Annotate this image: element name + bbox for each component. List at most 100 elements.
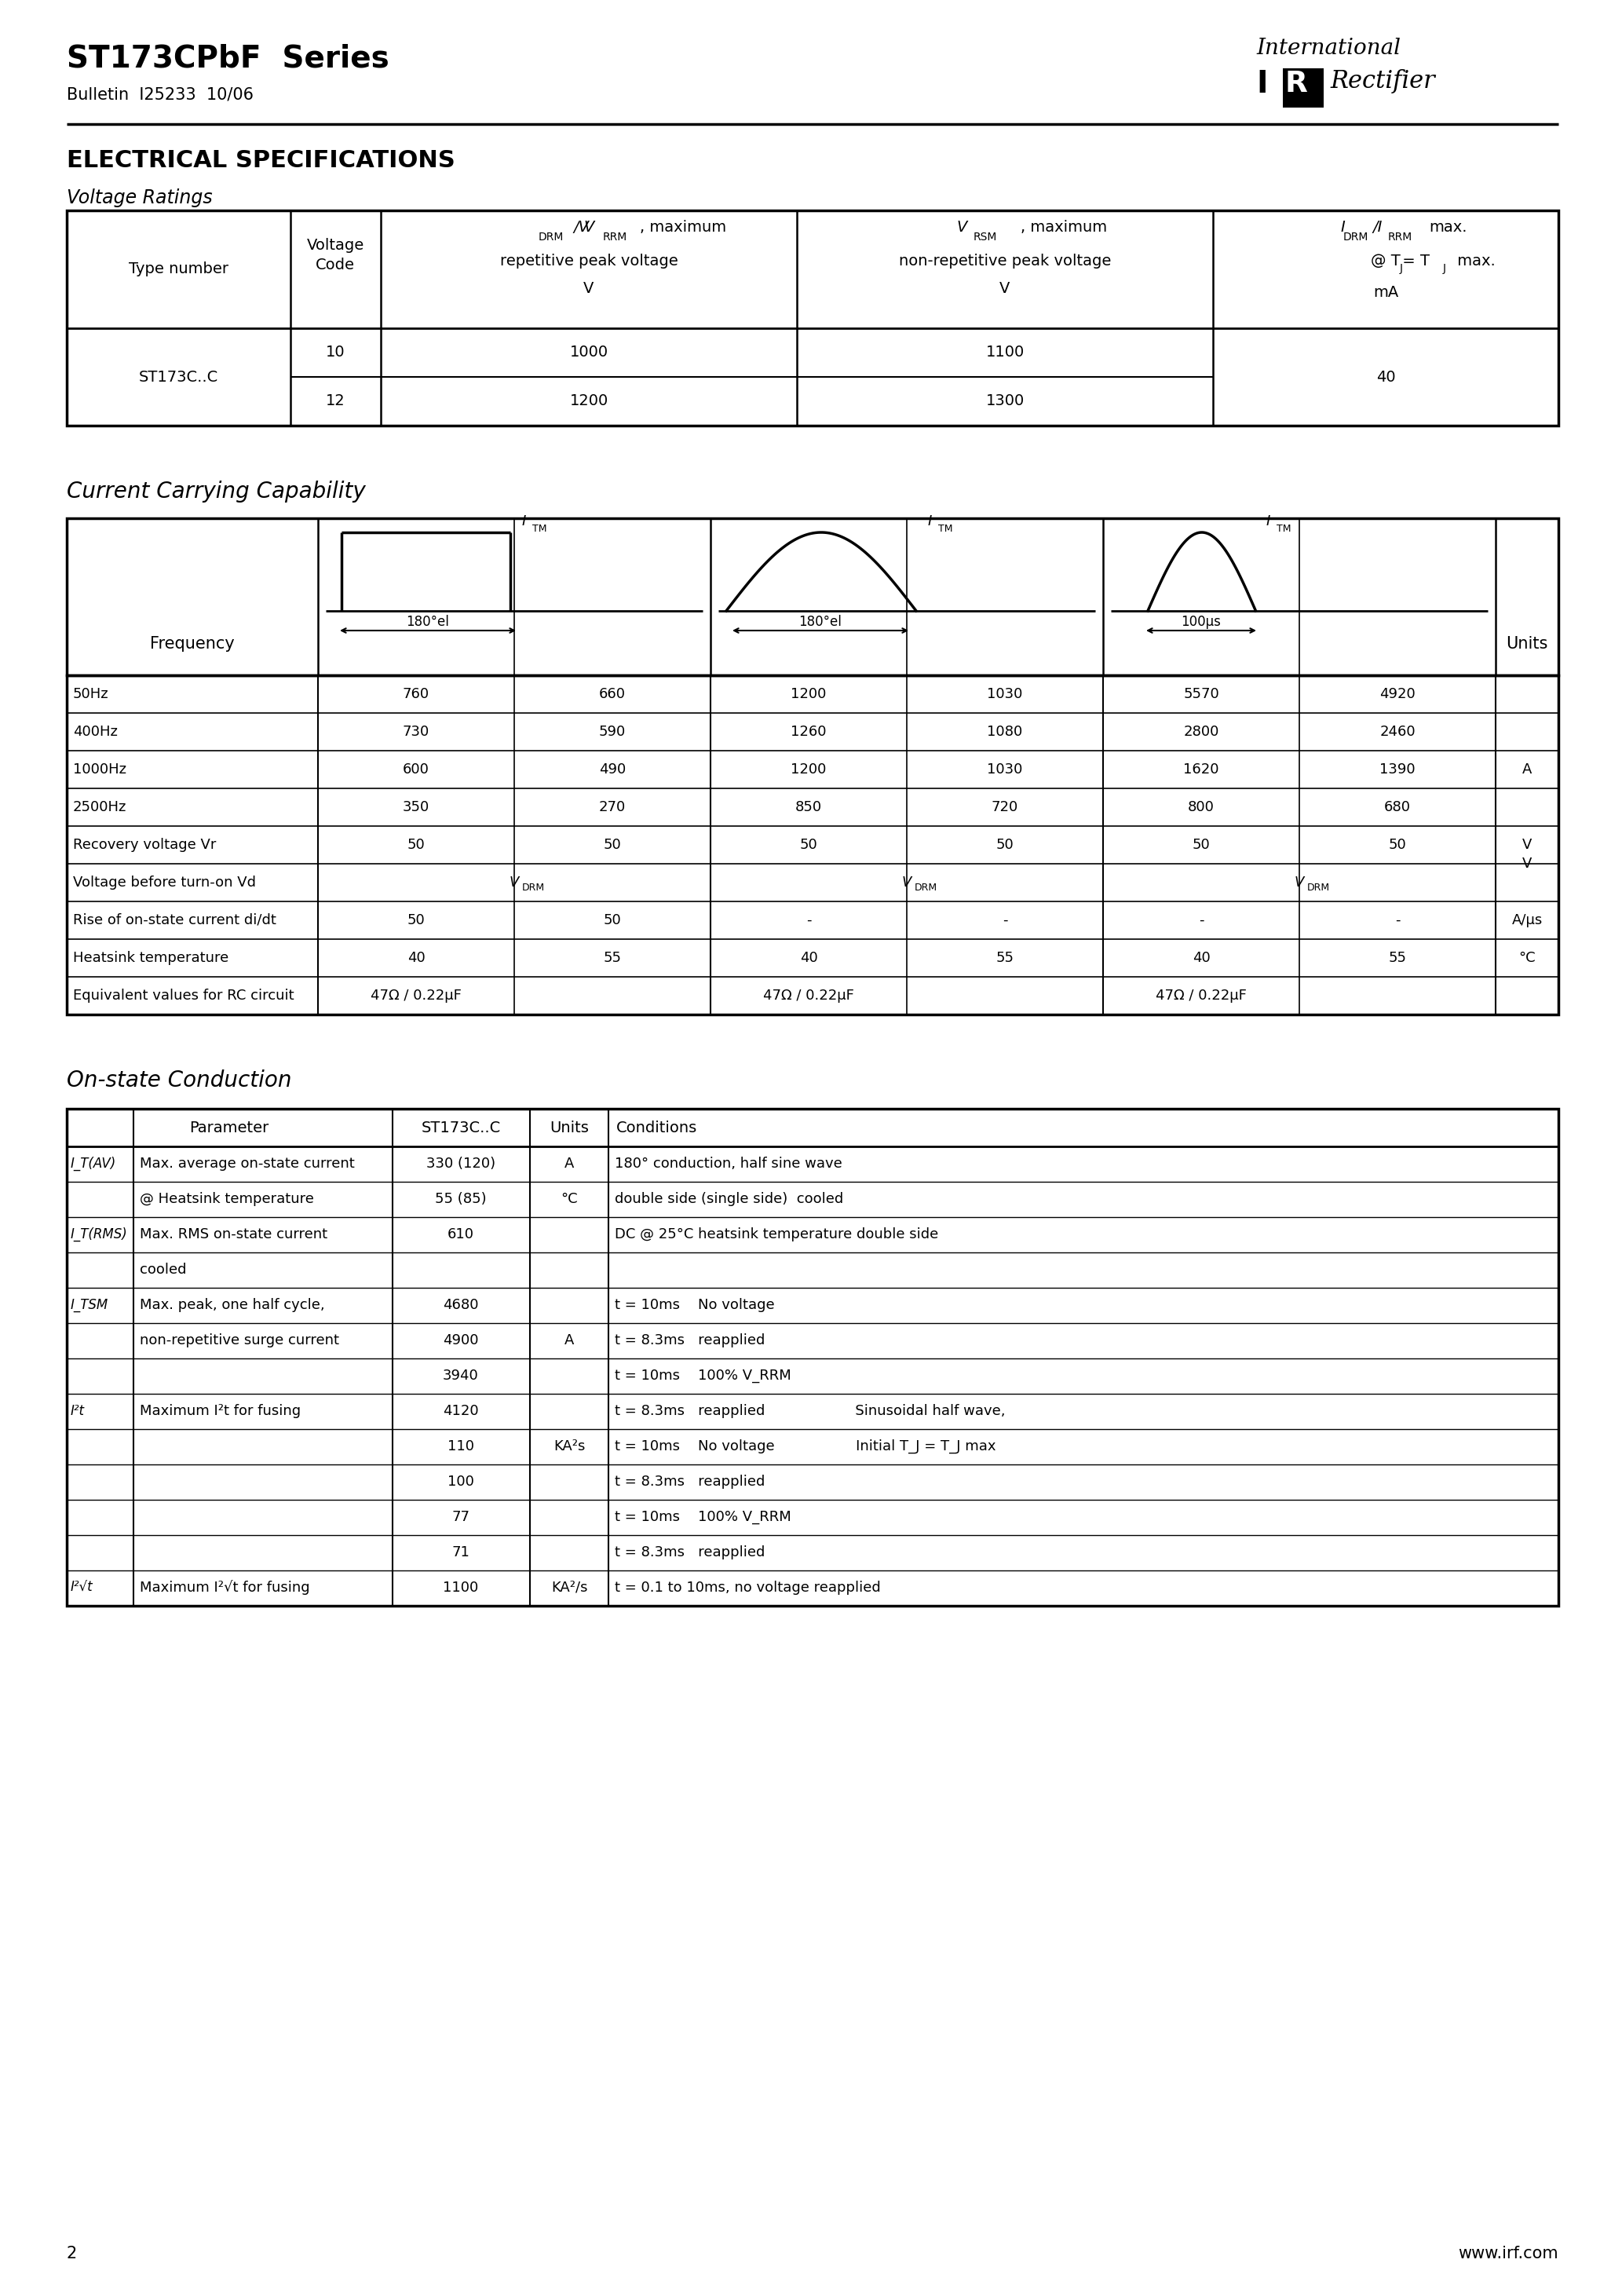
Text: www.irf.com: www.irf.com [1458, 2245, 1559, 2262]
Text: 100: 100 [448, 1474, 474, 1488]
Text: 350: 350 [402, 799, 430, 815]
Text: t = 10ms    100% V_RRM: t = 10ms 100% V_RRM [615, 1511, 792, 1525]
Text: 180° conduction, half sine wave: 180° conduction, half sine wave [615, 1157, 842, 1171]
Text: = T: = T [1397, 253, 1429, 269]
Text: Frequency: Frequency [151, 636, 235, 652]
Text: Equivalent values for RC circuit: Equivalent values for RC circuit [73, 990, 294, 1003]
Text: 110: 110 [448, 1440, 474, 1453]
Text: V: V [509, 875, 519, 889]
Text: I²t: I²t [71, 1403, 84, 1419]
Text: 55 (85): 55 (85) [435, 1192, 487, 1205]
Text: Heatsink temperature: Heatsink temperature [73, 951, 229, 964]
Text: 50: 50 [800, 838, 817, 852]
Text: 2800: 2800 [1184, 726, 1220, 739]
Text: 4900: 4900 [443, 1334, 478, 1348]
Text: max.: max. [1429, 220, 1466, 234]
Text: Type number: Type number [128, 262, 229, 278]
Text: 1000Hz: 1000Hz [73, 762, 127, 776]
Text: , maximum: , maximum [1020, 220, 1108, 234]
Text: International: International [1255, 37, 1401, 60]
Text: 40: 40 [1375, 370, 1395, 383]
Text: t = 8.3ms   reapplied                    Sinusoidal half wave,: t = 8.3ms reapplied Sinusoidal half wave… [615, 1403, 1006, 1419]
Bar [67, 211, 1559, 425]
Text: 1200: 1200 [792, 687, 827, 700]
Text: Units: Units [550, 1120, 589, 1134]
Text: 50: 50 [1192, 838, 1210, 852]
Text: 4680: 4680 [443, 1297, 478, 1311]
Text: Max. average on-state current: Max. average on-state current [139, 1157, 355, 1171]
Text: RSM: RSM [973, 232, 998, 243]
Text: I_TSM: I_TSM [71, 1297, 109, 1311]
Text: 77: 77 [453, 1511, 470, 1525]
Text: 50: 50 [996, 838, 1014, 852]
Text: cooled: cooled [139, 1263, 187, 1277]
Text: 47Ω / 0.22μF: 47Ω / 0.22μF [1156, 990, 1247, 1003]
Text: 270: 270 [599, 799, 626, 815]
Text: 1200: 1200 [569, 395, 608, 409]
Text: I: I [1340, 220, 1345, 234]
Text: Voltage: Voltage [307, 239, 363, 253]
Text: 40: 40 [800, 951, 817, 964]
Text: I_T(RMS): I_T(RMS) [71, 1226, 128, 1242]
Text: 55: 55 [996, 951, 1014, 964]
Text: V: V [1521, 856, 1531, 870]
Text: max.: max. [1452, 253, 1495, 269]
Text: 47Ω / 0.22μF: 47Ω / 0.22μF [764, 990, 855, 1003]
Text: -: - [806, 914, 811, 928]
Text: Parameter: Parameter [190, 1120, 269, 1134]
Text: /V: /V [573, 220, 589, 234]
Text: 610: 610 [448, 1228, 474, 1242]
Text: KA²/s: KA²/s [551, 1580, 587, 1596]
Text: A: A [564, 1334, 574, 1348]
Text: 180°el: 180°el [407, 615, 449, 629]
Text: 71: 71 [453, 1545, 470, 1559]
Text: 2500Hz: 2500Hz [73, 799, 127, 815]
Text: Units: Units [1507, 636, 1547, 652]
Text: 1300: 1300 [986, 395, 1023, 409]
Text: V: V [584, 280, 594, 296]
Text: 100μs: 100μs [1181, 615, 1221, 629]
Text: 50Hz: 50Hz [73, 687, 109, 700]
Text: I_T(AV): I_T(AV) [71, 1157, 117, 1171]
Text: J: J [1444, 264, 1447, 273]
Text: 1100: 1100 [443, 1580, 478, 1596]
Text: Voltage before turn-on Vd: Voltage before turn-on Vd [73, 875, 256, 889]
Text: 680: 680 [1384, 799, 1411, 815]
Text: TM: TM [938, 523, 952, 535]
Text: repetitive peak voltage: repetitive peak voltage [500, 253, 678, 269]
Text: V: V [1521, 838, 1531, 852]
Text: V: V [902, 875, 912, 889]
Text: I: I [928, 514, 933, 528]
Text: 1620: 1620 [1184, 762, 1220, 776]
Text: 800: 800 [1187, 799, 1215, 815]
Text: 730: 730 [402, 726, 430, 739]
Text: 4920: 4920 [1379, 687, 1416, 700]
Text: Recovery voltage Vr: Recovery voltage Vr [73, 838, 216, 852]
Text: DC @ 25°C heatsink temperature double side: DC @ 25°C heatsink temperature double si… [615, 1228, 939, 1242]
Text: Conditions: Conditions [616, 1120, 697, 1134]
Text: mA: mA [1374, 285, 1398, 301]
Text: °C: °C [1518, 951, 1536, 964]
Text: -: - [1002, 914, 1007, 928]
Text: 50: 50 [1388, 838, 1406, 852]
Text: A: A [564, 1157, 574, 1171]
Text: °C: °C [561, 1192, 577, 1205]
Text: non-repetitive surge current: non-repetitive surge current [139, 1334, 339, 1348]
Text: I: I [522, 514, 526, 528]
Text: V: V [584, 220, 594, 234]
Text: t = 8.3ms   reapplied: t = 8.3ms reapplied [615, 1334, 766, 1348]
Text: 50: 50 [407, 838, 425, 852]
Text: /I: /I [1372, 220, 1382, 234]
Text: t = 0.1 to 10ms, no voltage reapplied: t = 0.1 to 10ms, no voltage reapplied [615, 1580, 881, 1596]
Text: A: A [1521, 762, 1531, 776]
Text: TM: TM [532, 523, 547, 535]
Text: I²√t: I²√t [71, 1580, 92, 1596]
Text: 2: 2 [67, 2245, 78, 2262]
Text: Rectifier: Rectifier [1330, 69, 1435, 94]
Bar [67, 1109, 1559, 1605]
Text: KA²s: KA²s [553, 1440, 586, 1453]
Text: Max. peak, one half cycle,: Max. peak, one half cycle, [139, 1297, 324, 1311]
Text: -: - [1199, 914, 1204, 928]
Text: R: R [1285, 69, 1307, 99]
Text: t = 10ms    No voltage: t = 10ms No voltage [615, 1297, 775, 1311]
